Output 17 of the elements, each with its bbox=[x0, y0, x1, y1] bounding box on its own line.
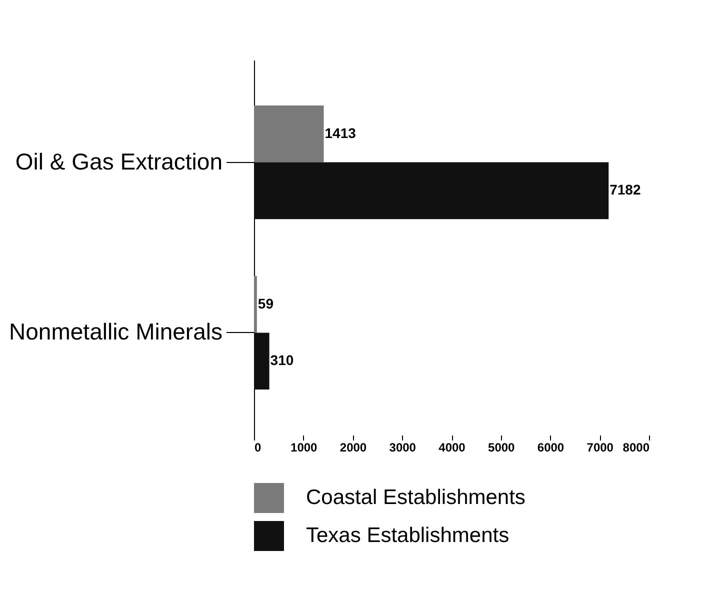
legend-label: Texas Establishments bbox=[306, 524, 510, 547]
x-tick-label: 0 bbox=[254, 440, 262, 454]
x-tick-label: 3000 bbox=[389, 440, 416, 454]
x-tick-label: 7000 bbox=[586, 440, 614, 454]
x-tick-label: 1000 bbox=[290, 440, 318, 454]
x-tick-label: 2000 bbox=[340, 440, 367, 454]
x-tick-label: 8000 bbox=[622, 440, 650, 454]
x-tick-label: 5000 bbox=[488, 440, 516, 454]
data-label: 59 bbox=[258, 295, 274, 312]
y-tick-label: Nonmetallic Minerals bbox=[9, 318, 222, 345]
x-tick-label: 6000 bbox=[537, 440, 564, 454]
data-label: 1413 bbox=[324, 124, 356, 141]
x-tick-label: 4000 bbox=[438, 440, 466, 454]
y-tick-label: Oil & Gas Extraction bbox=[15, 148, 222, 174]
legend-label: Coastal Establishments bbox=[306, 486, 526, 509]
data-label: 310 bbox=[270, 352, 294, 368]
data-label: 7182 bbox=[610, 182, 641, 198]
